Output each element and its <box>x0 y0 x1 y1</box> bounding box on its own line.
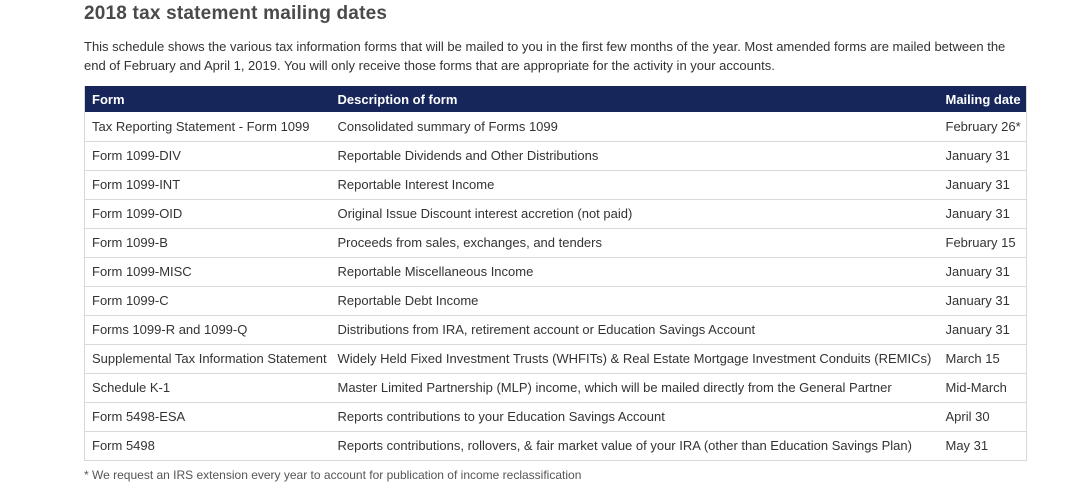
table-row: Supplemental Tax Information Statement W… <box>84 344 1027 374</box>
description-cell: Original Issue Discount interest accreti… <box>330 199 939 229</box>
table-row: Form 1099-B Proceeds from sales, exchang… <box>84 228 1027 258</box>
table-row: Form 1099-C Reportable Debt Income Janua… <box>84 286 1027 316</box>
table-row: Form 1099-OID Original Issue Discount in… <box>84 199 1027 229</box>
tax-mailing-dates-table: Form Description of form Mailing date Ta… <box>84 86 1027 461</box>
form-cell: Form 1099-B <box>84 228 331 258</box>
description-cell: Reportable Miscellaneous Income <box>330 257 939 287</box>
form-cell: Supplemental Tax Information Statement <box>84 344 331 374</box>
description-cell: Reportable Debt Income <box>330 286 939 316</box>
intro-paragraph: This schedule shows the various tax info… <box>84 39 1006 73</box>
table-row: Form 1099-MISC Reportable Miscellaneous … <box>84 257 1027 287</box>
mailing-date-cell: January 31 <box>938 199 1027 229</box>
form-cell: Form 1099-OID <box>84 199 331 229</box>
table-row: Form 1099-INT Reportable Interest Income… <box>84 170 1027 200</box>
table-row: Schedule K-1 Master Limited Partnership … <box>84 373 1027 403</box>
form-cell: Forms 1099-R and 1099-Q <box>84 315 331 345</box>
irs-extension-footnote: * We request an IRS extension every year… <box>84 467 582 482</box>
column-header-description: Description of form <box>330 86 939 112</box>
column-header-form: Form <box>84 86 331 112</box>
table-body: Tax Reporting Statement - Form 1099 Cons… <box>84 112 1027 461</box>
mailing-date-cell: March 15 <box>938 344 1027 374</box>
description-cell: Reportable Dividends and Other Distribut… <box>330 141 939 171</box>
description-cell: Consolidated summary of Forms 1099 <box>330 112 939 142</box>
form-cell: Schedule K-1 <box>84 373 331 403</box>
mailing-date-cell: May 31 <box>938 431 1027 461</box>
header-row: Form Description of form Mailing date <box>84 86 1027 112</box>
mailing-date-cell: January 31 <box>938 315 1027 345</box>
table-row: Tax Reporting Statement - Form 1099 Cons… <box>84 112 1027 142</box>
form-cell: Tax Reporting Statement - Form 1099 <box>84 112 331 142</box>
form-cell: Form 1099-INT <box>84 170 331 200</box>
page-title: 2018 tax statement mailing dates <box>84 3 388 24</box>
mailing-date-cell: January 31 <box>938 286 1027 316</box>
mailing-date-cell: February 26* <box>938 112 1027 142</box>
form-cell: Form 5498-ESA <box>84 402 331 432</box>
table-row: Form 1099-DIV Reportable Dividends and O… <box>84 141 1027 171</box>
form-cell: Form 1099-MISC <box>84 257 331 287</box>
description-cell: Reports contributions, rollovers, & fair… <box>330 431 939 461</box>
description-cell: Reports contributions to your Education … <box>330 402 939 432</box>
mailing-date-cell: April 30 <box>938 402 1027 432</box>
table-row: Form 5498-ESA Reports contributions to y… <box>84 402 1027 432</box>
mailing-date-cell: February 15 <box>938 228 1027 258</box>
description-cell: Reportable Interest Income <box>330 170 939 200</box>
form-cell: Form 5498 <box>84 431 331 461</box>
column-header-mailing-date: Mailing date <box>938 86 1027 112</box>
mailing-date-cell: January 31 <box>938 257 1027 287</box>
description-cell: Proceeds from sales, exchanges, and tend… <box>330 228 939 258</box>
table-header: Form Description of form Mailing date <box>84 86 1027 112</box>
description-cell: Widely Held Fixed Investment Trusts (WHF… <box>330 344 939 374</box>
form-cell: Form 1099-C <box>84 286 331 316</box>
table-row: Forms 1099-R and 1099-Q Distributions fr… <box>84 315 1027 345</box>
mailing-date-cell: January 31 <box>938 141 1027 171</box>
form-cell: Form 1099-DIV <box>84 141 331 171</box>
mailing-date-cell: Mid-March <box>938 373 1027 403</box>
mailing-date-cell: January 31 <box>938 170 1027 200</box>
table-row: Form 5498 Reports contributions, rollove… <box>84 431 1027 461</box>
description-cell: Master Limited Partnership (MLP) income,… <box>330 373 939 403</box>
description-cell: Distributions from IRA, retirement accou… <box>330 315 939 345</box>
